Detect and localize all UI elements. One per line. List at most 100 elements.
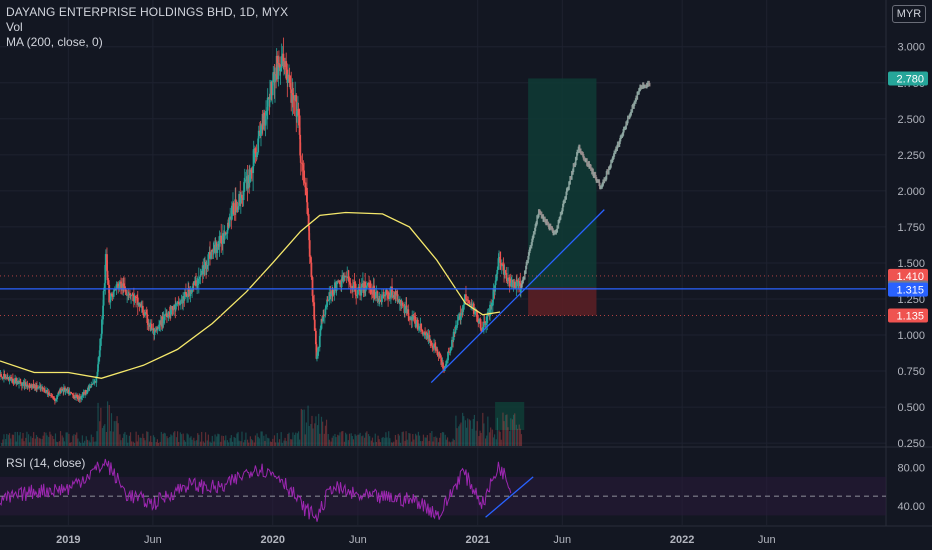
candle-body bbox=[276, 55, 279, 80]
rsi-trendline[interactable] bbox=[485, 476, 534, 518]
candle-body bbox=[27, 385, 29, 387]
volume-bar bbox=[397, 433, 399, 446]
candle-body bbox=[368, 282, 370, 288]
currency-button[interactable]: MYR bbox=[892, 5, 926, 23]
candle-body bbox=[48, 395, 51, 397]
candle-body bbox=[470, 303, 473, 307]
candle-body bbox=[100, 333, 103, 339]
support-trendline[interactable] bbox=[430, 209, 605, 384]
candle-body bbox=[211, 249, 214, 252]
volume-bar bbox=[6, 433, 8, 446]
volume-bar bbox=[511, 419, 514, 446]
volume-bar bbox=[459, 424, 461, 446]
candle-body bbox=[112, 291, 115, 297]
ma200-line[interactable] bbox=[0, 211, 501, 379]
candle-body bbox=[200, 273, 202, 276]
projection-candle bbox=[576, 152, 578, 161]
candle-body bbox=[218, 235, 221, 247]
price-label-badge[interactable] bbox=[888, 282, 928, 297]
candle-body bbox=[456, 325, 458, 328]
candle-body bbox=[55, 399, 57, 401]
candle-body bbox=[297, 109, 300, 116]
ma-legend[interactable]: MA (200, close, 0) bbox=[6, 35, 103, 49]
volume-bar bbox=[250, 439, 253, 446]
candle-body bbox=[299, 134, 302, 156]
projection-candle bbox=[531, 238, 533, 246]
candle-body bbox=[76, 395, 79, 400]
candle-body bbox=[498, 256, 500, 259]
volume-bar bbox=[389, 438, 391, 446]
rsi-legend[interactable]: RSI (14, close) bbox=[6, 456, 86, 470]
candle-body bbox=[80, 397, 83, 399]
target-zone[interactable] bbox=[528, 78, 597, 288]
volume-bar bbox=[444, 434, 446, 446]
candle-body bbox=[489, 304, 491, 317]
volume-bar bbox=[243, 442, 245, 446]
volume-bar bbox=[493, 434, 496, 446]
candle-body bbox=[134, 296, 137, 298]
volume-bar bbox=[483, 423, 485, 446]
projection-candle bbox=[534, 224, 537, 232]
candle-body bbox=[225, 233, 228, 235]
candle-body bbox=[324, 308, 327, 315]
candle-body bbox=[439, 355, 442, 358]
volume-bar bbox=[316, 425, 319, 446]
volume-bar bbox=[291, 439, 293, 446]
volume-bar bbox=[207, 434, 209, 446]
symbol-title[interactable]: DAYANG ENTERPRISE HOLDINGS BHD, 1D, MYX bbox=[6, 5, 289, 19]
candle-body bbox=[515, 280, 518, 288]
candle-body bbox=[244, 179, 247, 181]
candle-body bbox=[334, 282, 336, 290]
candle-body bbox=[10, 378, 13, 382]
volume-bar bbox=[227, 442, 230, 446]
candle-body bbox=[186, 296, 188, 298]
volume-bar bbox=[448, 441, 450, 446]
volume-bar bbox=[203, 442, 206, 446]
stop-zone[interactable] bbox=[528, 287, 597, 316]
candle-body bbox=[274, 74, 276, 83]
candle-body bbox=[26, 384, 29, 387]
volume-bar bbox=[198, 434, 200, 446]
candle-body bbox=[9, 377, 11, 379]
volume-bar bbox=[175, 437, 178, 446]
volume-bar bbox=[314, 423, 316, 446]
candle-body bbox=[91, 384, 94, 385]
volume-bar bbox=[182, 433, 184, 446]
volume-bar bbox=[443, 432, 445, 446]
volume-bar bbox=[217, 433, 219, 446]
volume-bar bbox=[299, 439, 301, 446]
candle-body bbox=[346, 276, 349, 278]
volume-bar bbox=[467, 418, 469, 446]
price-label-badge[interactable] bbox=[888, 71, 928, 86]
rsi-line[interactable] bbox=[0, 458, 512, 522]
candle-body bbox=[41, 387, 44, 390]
projection-candle bbox=[574, 157, 577, 166]
volume-bar bbox=[460, 422, 462, 446]
rsi-tick-label: 40.00 bbox=[897, 501, 925, 513]
volume-bar bbox=[72, 435, 74, 446]
volume-bar bbox=[12, 434, 15, 446]
candle-body bbox=[126, 294, 129, 296]
projection-candle bbox=[525, 261, 528, 270]
price-label-badge[interactable] bbox=[888, 308, 928, 323]
volume-bar bbox=[369, 436, 371, 446]
price-label-badge[interactable] bbox=[888, 268, 928, 283]
volume-bar bbox=[307, 405, 309, 446]
overlay-lines[interactable] bbox=[0, 209, 886, 384]
volume-bar bbox=[312, 428, 314, 446]
volume-legend[interactable]: Vol bbox=[6, 20, 23, 34]
volume-bar bbox=[377, 435, 379, 446]
candle-body bbox=[508, 278, 511, 284]
candle-body bbox=[474, 312, 476, 314]
candle-body bbox=[341, 275, 344, 281]
candle-body bbox=[331, 289, 334, 295]
volume-bar bbox=[10, 438, 12, 446]
volume-bar bbox=[488, 432, 491, 446]
candle-body bbox=[102, 305, 104, 320]
projection-candle bbox=[586, 162, 589, 167]
volume-bar bbox=[77, 438, 79, 446]
volume-bar bbox=[3, 434, 5, 446]
candle-body bbox=[127, 294, 130, 296]
volume-bar bbox=[421, 441, 423, 446]
